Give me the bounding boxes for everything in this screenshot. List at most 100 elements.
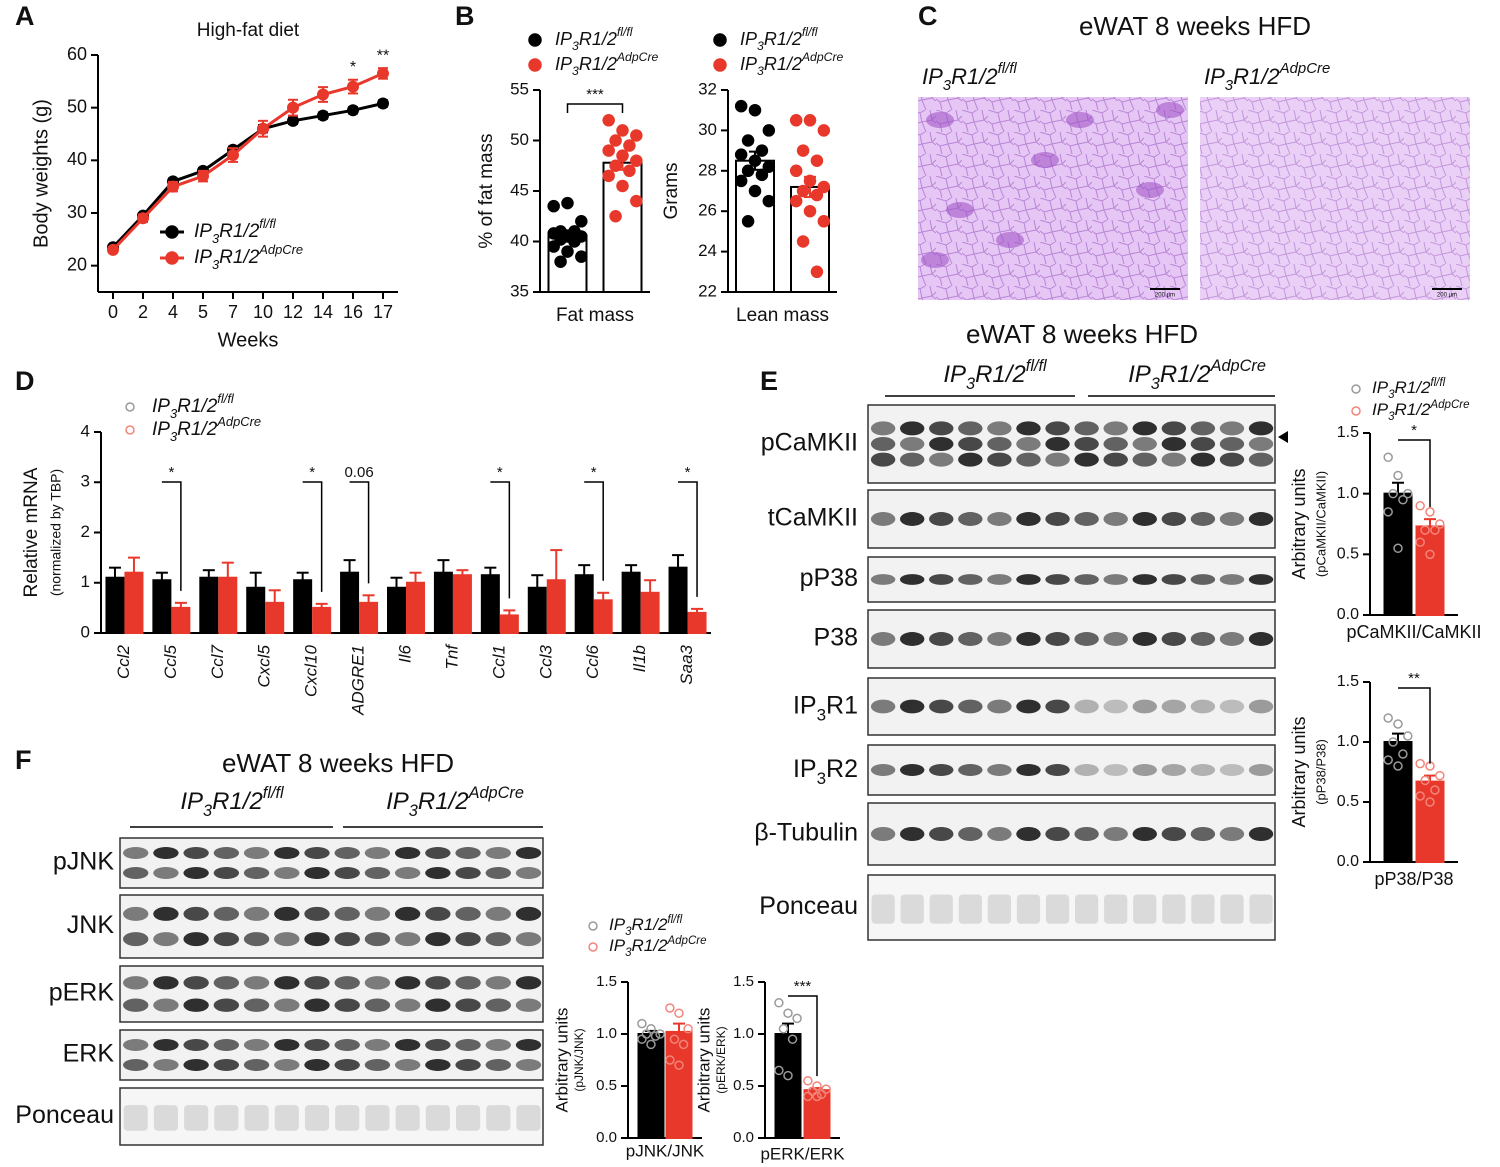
band: [455, 976, 481, 990]
y-axis-note: (pERK/ERK): [714, 1026, 728, 1093]
band: [515, 998, 542, 1012]
band: [870, 827, 896, 841]
y-axis-label: % of fat mass: [476, 133, 497, 248]
data-point: [1383, 755, 1393, 765]
band: [871, 894, 895, 924]
significance: **: [377, 47, 389, 64]
band: [1248, 421, 1274, 436]
blot-label: pP38: [800, 564, 858, 592]
data-point: [741, 164, 755, 178]
data-point: [602, 144, 615, 157]
chart-title: High-fat diet: [197, 20, 300, 41]
band: [1074, 632, 1099, 646]
band: [929, 452, 954, 467]
x-tick-label: pJNK/JNK: [626, 1141, 705, 1160]
bar: [546, 579, 566, 634]
band: [1190, 512, 1216, 526]
band: [1132, 764, 1157, 776]
band: [929, 632, 954, 646]
stroma: [1136, 182, 1164, 198]
y-axis-note: (pJNK/JNK): [572, 1028, 586, 1091]
band: [1161, 632, 1187, 646]
bar: [218, 576, 238, 634]
band: [515, 932, 542, 947]
panel-letter: C: [918, 1, 938, 31]
band: [394, 1039, 421, 1051]
blot-label: P38: [814, 624, 858, 652]
y-axis-label: Arbitrary units: [552, 1008, 571, 1113]
data-point: [630, 154, 643, 167]
band: [1219, 421, 1245, 436]
band: [1248, 574, 1274, 585]
band: [153, 932, 179, 947]
legend-marker: [125, 402, 135, 412]
data-point: [1403, 488, 1413, 499]
blot-label: pCaMKII: [761, 429, 858, 457]
y-tick-label: 2: [81, 522, 90, 541]
data-point: [1393, 761, 1403, 771]
blot-label: Ponceau: [759, 892, 858, 920]
data-point: [674, 1060, 684, 1070]
significance-bracket: [1398, 687, 1431, 764]
band: [958, 894, 982, 924]
x-tick-label: 14: [313, 302, 333, 322]
band: [1219, 764, 1245, 776]
band: [958, 764, 983, 776]
band: [1219, 452, 1245, 467]
band: [1074, 827, 1099, 841]
data-point: [616, 179, 629, 193]
band: [183, 1059, 209, 1071]
data-point: [1435, 519, 1445, 529]
stroma: [946, 202, 974, 218]
data-point: [817, 124, 831, 137]
band: [334, 976, 360, 990]
band: [183, 932, 209, 947]
band: [1191, 894, 1215, 924]
group-label: IP3R1/2fl/fl: [943, 357, 1047, 393]
x-tick-label: 10: [253, 302, 273, 322]
histology-image: [918, 97, 1188, 300]
band: [1045, 894, 1070, 924]
stroma: [921, 252, 949, 268]
data-point: [1430, 785, 1440, 795]
band: [1074, 574, 1099, 585]
bar: [574, 574, 594, 635]
significance-bracket: [302, 481, 323, 592]
band: [1104, 894, 1128, 924]
y-tick-label: 24: [698, 241, 717, 260]
band: [1074, 421, 1099, 436]
band: [425, 932, 451, 947]
data-point: [575, 250, 588, 263]
x-tick-label: Ccl3: [536, 644, 555, 679]
band: [1248, 632, 1274, 646]
blot-frame: [119, 837, 544, 889]
band: [1190, 421, 1216, 436]
legend-label: IP3R1/2fl/fl: [194, 216, 277, 246]
band: [1132, 574, 1157, 585]
bar: [640, 591, 660, 634]
band: [274, 867, 300, 879]
x-tick-label: Tnf: [442, 643, 461, 670]
blot-label: JNK: [67, 911, 115, 939]
y-axis-label: Arbitrary units: [1289, 468, 1309, 579]
y-tick-label: 22: [698, 281, 717, 300]
band: [1249, 894, 1273, 924]
band: [213, 1039, 240, 1051]
band: [987, 437, 1012, 451]
panel-letter: E: [760, 366, 778, 396]
band: [364, 1059, 391, 1071]
data-point: [810, 188, 824, 202]
histology-title: eWAT 8 weeks HFD: [1079, 11, 1311, 41]
legend-label: IP3R1/2fl/fl: [609, 914, 683, 938]
bar: [124, 571, 144, 635]
band: [1016, 827, 1041, 841]
blot-label: pJNK: [53, 848, 114, 876]
y-tick-label: 32: [698, 79, 717, 98]
data-point: [609, 134, 622, 147]
band: [1103, 699, 1128, 714]
band: [183, 847, 209, 859]
band: [958, 632, 983, 646]
y-tick-label: 0.0: [733, 1129, 754, 1146]
band: [425, 847, 451, 859]
data-point: [810, 154, 824, 167]
